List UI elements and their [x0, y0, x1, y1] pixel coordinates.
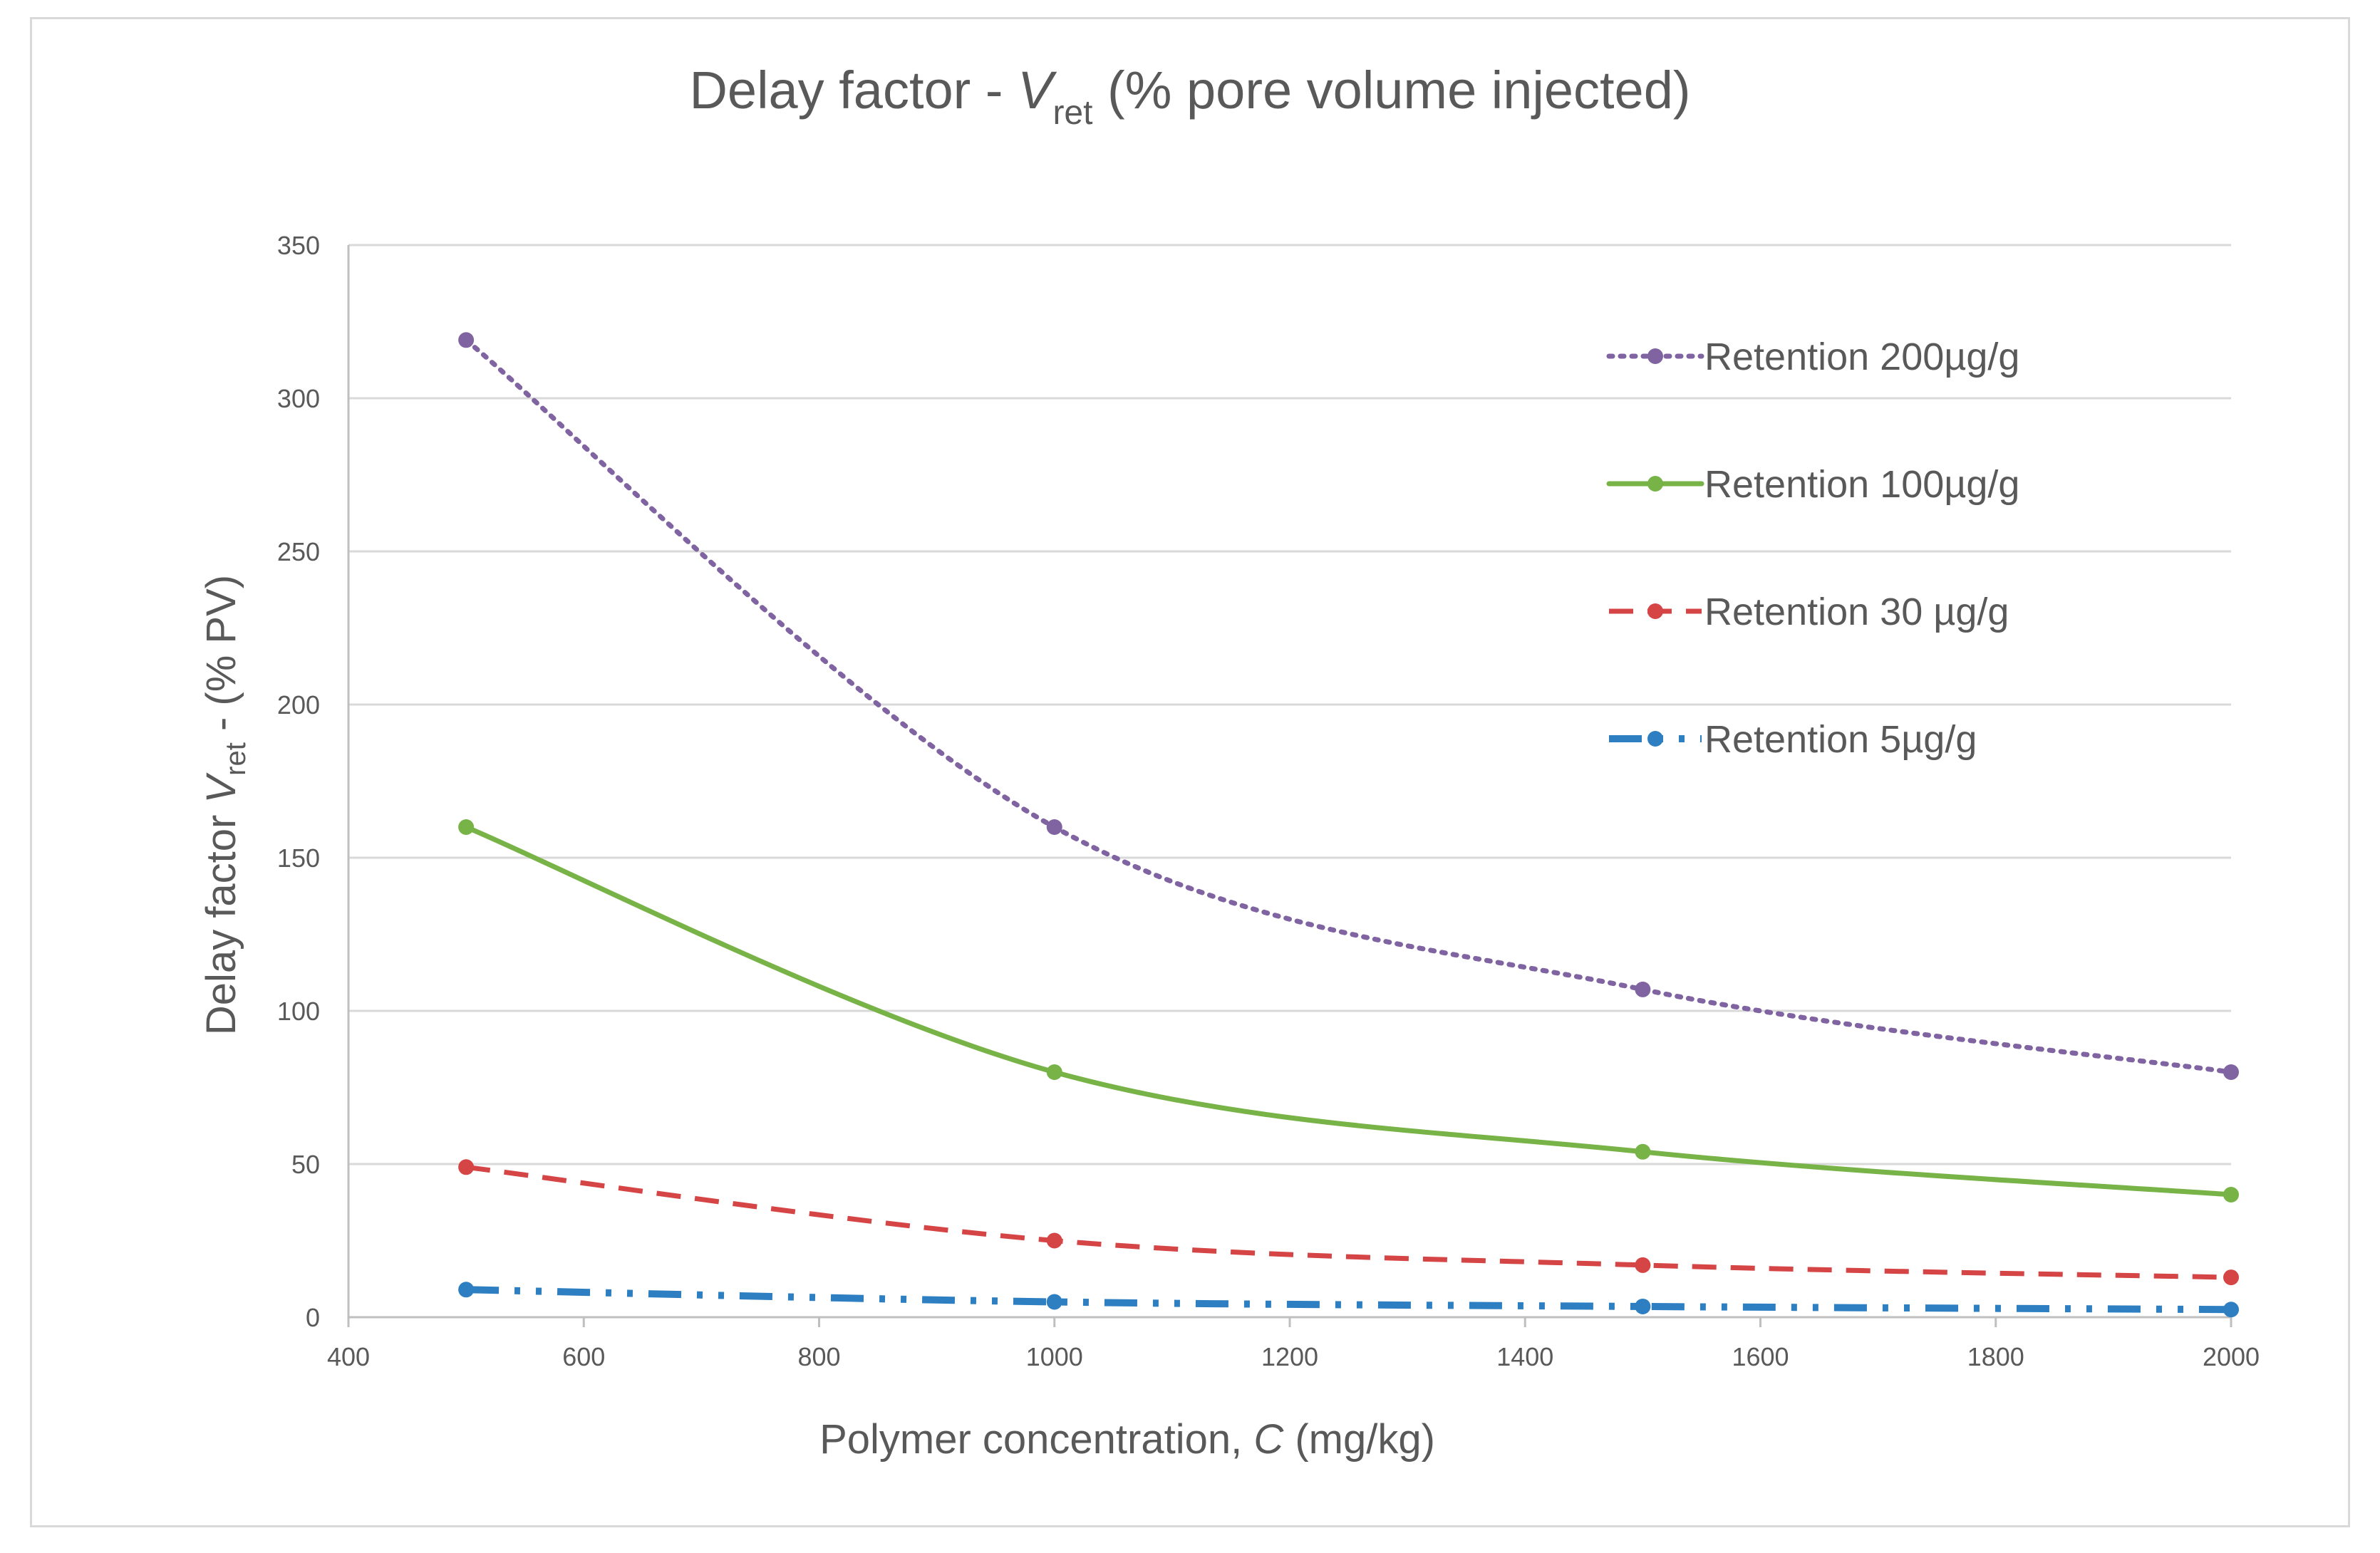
- legend-swatch-marker: [1647, 731, 1663, 747]
- data-point: [1635, 1143, 1651, 1160]
- x-tick-labels: 400 600 800 1000 1200 1400 1600 1800 2000: [327, 1342, 2260, 1371]
- data-point: [1046, 1232, 1062, 1249]
- data-point: [458, 1159, 475, 1175]
- data-point: [458, 819, 475, 835]
- legend: Retention 200µg/g Retention 100µg/g Retent…: [1606, 336, 2019, 761]
- chart-title: Delay factor - Vret (% pore volume injec…: [689, 61, 1690, 132]
- y-tick-label: 200: [277, 690, 320, 720]
- data-point: [1635, 981, 1651, 997]
- axes: [347, 245, 2232, 1327]
- data-point: [1635, 1257, 1651, 1273]
- series-line: [466, 1286, 2232, 1314]
- x-tick-label: 1400: [1496, 1342, 1553, 1371]
- y-axis-title: Delay factor Vret - (% PV): [198, 575, 252, 1035]
- series-2: [458, 1159, 2239, 1286]
- x-tick-label: 1800: [1967, 1342, 2024, 1371]
- y-tick-label: 350: [277, 231, 320, 260]
- series-lines: [458, 332, 2239, 1318]
- legend-label: Retention 100µg/g: [1704, 463, 2019, 506]
- series-0: [458, 332, 2239, 1080]
- legend-swatch-marker: [1647, 348, 1663, 364]
- legend-label: Retention 200µg/g: [1704, 336, 2019, 378]
- data-point: [1046, 1064, 1062, 1080]
- x-tick-label: 400: [327, 1342, 370, 1371]
- data-point: [1635, 1298, 1651, 1314]
- series-line: [463, 337, 2234, 1075]
- x-axis-title-suffix: (mg/kg): [1283, 1416, 1435, 1463]
- y-tick-label: 0: [306, 1303, 320, 1332]
- y-axis-title-suffix: - (% PV): [198, 575, 244, 742]
- data-point: [1046, 819, 1062, 835]
- x-axis-title: Polymer concentration, C (mg/kg): [819, 1416, 1435, 1463]
- x-tick-label: 2000: [2203, 1342, 2260, 1371]
- legend-swatch-marker: [1647, 476, 1663, 492]
- chart-frame: [30, 17, 2350, 1527]
- chart-title-sub: ret: [1052, 94, 1092, 132]
- data-point: [458, 1282, 475, 1298]
- data-point: [2223, 1302, 2239, 1318]
- chart-title-suffix: (% pore volume injected): [1092, 61, 1690, 120]
- x-tick-label: 1000: [1026, 1342, 1083, 1371]
- y-tick-label: 150: [277, 843, 320, 873]
- chart-title-prefix: Delay factor -: [689, 61, 1018, 120]
- y-tick-label: 50: [291, 1150, 320, 1179]
- legend-swatch-marker: [1647, 603, 1663, 619]
- legend-label: Retention 30 µg/g: [1704, 591, 2009, 633]
- data-point: [2223, 1269, 2239, 1286]
- data-point: [458, 332, 475, 348]
- legend-item: Retention 200µg/g: [1606, 336, 2019, 378]
- x-tick-label: 600: [562, 1342, 605, 1371]
- gridlines: [348, 244, 2231, 1165]
- series-3: [458, 1282, 2239, 1318]
- series-1: [458, 819, 2239, 1203]
- series-line: [463, 824, 2234, 1198]
- data-point: [1046, 1294, 1062, 1310]
- y-tick-label: 300: [277, 384, 320, 413]
- y-axis-title-prefix: Delay factor: [198, 804, 244, 1036]
- legend-item: Retention 5µg/g: [1609, 718, 1977, 761]
- x-tick-label: 1200: [1261, 1342, 1318, 1371]
- y-tick-label: 250: [277, 537, 320, 566]
- x-axis-title-prefix: Polymer concentration,: [819, 1416, 1253, 1463]
- data-point: [2223, 1187, 2239, 1203]
- x-axis-title-var: C: [1253, 1416, 1284, 1463]
- data-point: [2223, 1064, 2239, 1080]
- legend-item: Retention 100µg/g: [1606, 463, 2019, 506]
- legend-label: Retention 5µg/g: [1704, 718, 1977, 761]
- series-line: [465, 1164, 2232, 1280]
- y-axis-title-var: V: [198, 772, 244, 804]
- legend-item: Retention 30 µg/g: [1609, 591, 2009, 633]
- x-tick-label: 1600: [1732, 1342, 1789, 1371]
- y-axis-title-sub: ret: [220, 742, 252, 776]
- chart-title-var: V: [1018, 61, 1057, 120]
- y-tick-label: 100: [277, 997, 320, 1026]
- x-tick-label: 800: [797, 1342, 840, 1371]
- y-tick-labels: 0 50 100 150 200 250 300 350: [277, 231, 320, 1332]
